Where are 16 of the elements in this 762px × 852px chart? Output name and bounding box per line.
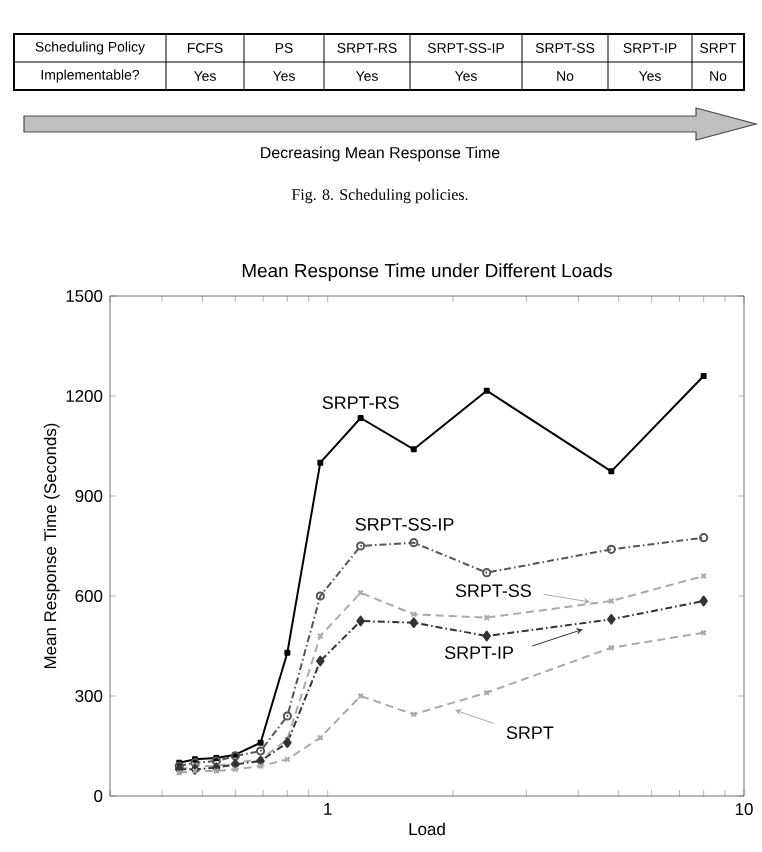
series-label: SRPT-RS — [322, 396, 399, 410]
y-axis-title: Mean Response Time (Seconds) — [43, 423, 60, 669]
y-tick-label: 900 — [75, 490, 103, 502]
y-tick-label: 0 — [94, 790, 103, 802]
y-tick-label: 1500 — [66, 290, 103, 302]
y-tick-label: 300 — [75, 690, 103, 702]
series-label: SRPT-IP — [444, 646, 514, 660]
legend-label: SRPT-SS — [455, 584, 531, 598]
y-tick-label: 1200 — [66, 390, 103, 402]
series-label: SRPT-SS-IP — [355, 517, 454, 531]
text: SRPT — [506, 726, 554, 740]
x-tick-label: 1 — [324, 803, 332, 815]
chart-title: Mean Response Time under Different Loads — [242, 263, 612, 282]
x-tick-label: 10 — [735, 803, 753, 816]
y-tick-label: 600 — [75, 590, 103, 602]
x-axis-title: Load — [409, 822, 445, 836]
